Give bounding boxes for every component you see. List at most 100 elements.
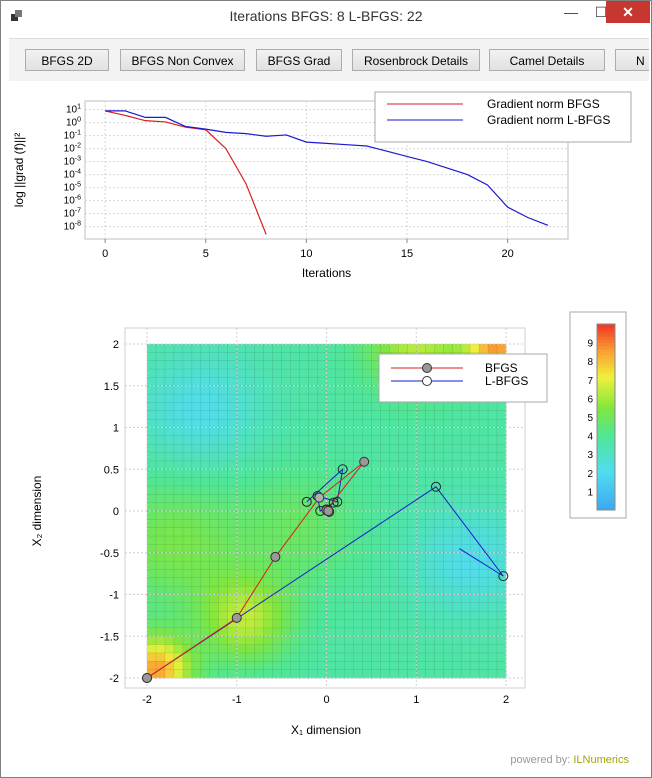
surface-cell — [389, 443, 399, 454]
surface-cell — [173, 427, 184, 437]
surface-cell — [227, 560, 238, 570]
surface-cell — [407, 560, 417, 570]
bfgs-grad-button[interactable]: BFGS Grad — [256, 49, 342, 71]
surface-cell — [478, 661, 489, 671]
surface-cell — [164, 552, 175, 562]
surface-cell — [326, 569, 336, 579]
surface-cell — [182, 477, 193, 487]
surface-cell — [209, 368, 220, 378]
surface-cell — [218, 377, 229, 387]
surface-cell — [353, 585, 363, 595]
minimize-button[interactable]: — — [564, 4, 578, 20]
surface-cell — [164, 502, 175, 512]
surface-cell — [182, 452, 193, 462]
surface-cell — [398, 544, 408, 554]
surface-cell — [173, 469, 184, 479]
surface-cell — [200, 661, 211, 671]
close-button[interactable]: ✕ — [606, 1, 650, 23]
surface-cell — [460, 410, 471, 420]
surface-cell — [218, 519, 229, 529]
y-tick-label: 0 — [113, 506, 119, 518]
surface-cell — [245, 377, 256, 387]
surface-cell — [362, 510, 372, 520]
surface-cell — [371, 661, 381, 671]
surface-cell — [227, 360, 238, 370]
surface-cell — [173, 585, 184, 595]
surface-cell — [469, 343, 480, 353]
surface-cell — [290, 535, 301, 545]
surface-cell — [353, 343, 363, 353]
bfgs-non-convex-button[interactable]: BFGS Non Convex — [120, 49, 245, 71]
surface-cell — [308, 527, 319, 537]
surface-cell — [380, 611, 390, 621]
colorbar-segment — [597, 324, 615, 328]
surface-cell — [272, 544, 283, 554]
colorbar-tick-label: 6 — [587, 394, 593, 405]
surface-cell — [263, 418, 274, 429]
surface-cell — [496, 402, 507, 412]
surface-cell — [353, 577, 363, 587]
surface-cell — [164, 669, 175, 679]
surface-cell — [191, 368, 202, 378]
surface-cell — [164, 377, 175, 387]
surface-cell — [416, 611, 426, 621]
surface-cell — [146, 644, 157, 654]
surface-cell — [496, 519, 507, 529]
surface-cell — [344, 627, 354, 637]
surface-cell — [398, 460, 408, 470]
surface-cell — [227, 502, 238, 512]
surface-cell — [290, 393, 301, 403]
surface-cell — [460, 460, 471, 470]
surface-cell — [335, 435, 345, 445]
surface-cell — [236, 535, 247, 545]
series-line-bfgs — [104, 110, 267, 235]
camel-details-button[interactable]: Camel Details — [489, 49, 605, 71]
surface-cell — [469, 460, 480, 470]
surface-cell — [263, 669, 274, 679]
surface-cell — [155, 594, 166, 604]
title-bar[interactable]: Iterations BFGS: 8 L-BFGS: 22 — ☐ ✕ — [1, 1, 651, 31]
surface-cell — [299, 443, 310, 454]
surface-cell — [164, 644, 175, 654]
surface-cell — [407, 585, 417, 595]
surface-cell — [451, 652, 462, 662]
x-tick-label: 2 — [503, 694, 509, 706]
bfgs-2d-button[interactable]: BFGS 2D — [25, 49, 109, 71]
surface-cell — [371, 535, 381, 545]
surface-cell — [380, 435, 390, 445]
surface-cell — [281, 469, 292, 479]
colorbar-segment — [597, 435, 615, 440]
surface-cell — [173, 544, 184, 554]
surface-cell — [478, 519, 489, 529]
surface-cell — [263, 611, 274, 621]
surface-cell — [353, 619, 363, 629]
surface-cell — [335, 627, 345, 637]
surface-cell — [200, 377, 211, 387]
surface-cell — [335, 577, 345, 587]
surface-cell — [290, 552, 301, 562]
surface-cell — [272, 494, 283, 504]
surface-cell — [478, 652, 489, 662]
surface-cell — [425, 527, 435, 537]
surface-cell — [299, 519, 310, 529]
next-button[interactable]: N — [615, 49, 649, 71]
surface-cell — [299, 544, 310, 554]
surface-cell — [380, 535, 390, 545]
surface-cell — [371, 343, 381, 353]
surface-cell — [191, 669, 202, 679]
surface-cell — [308, 360, 319, 370]
surface-cell — [155, 627, 166, 637]
surface-cell — [487, 494, 498, 504]
surface-cell — [281, 510, 292, 520]
y-tick-label: 1 — [113, 423, 119, 435]
surface-cell — [308, 377, 319, 387]
surface-cell — [326, 452, 336, 462]
rosenbrock-details-button[interactable]: Rosenbrock Details — [352, 49, 480, 71]
maximize-button[interactable]: ☐ — [594, 4, 608, 20]
surface-cell — [236, 527, 247, 537]
surface-cell — [146, 469, 157, 479]
surface-cell — [272, 385, 283, 395]
surface-cell — [308, 452, 319, 462]
surface-cell — [460, 443, 471, 454]
surface-cell — [362, 544, 372, 554]
